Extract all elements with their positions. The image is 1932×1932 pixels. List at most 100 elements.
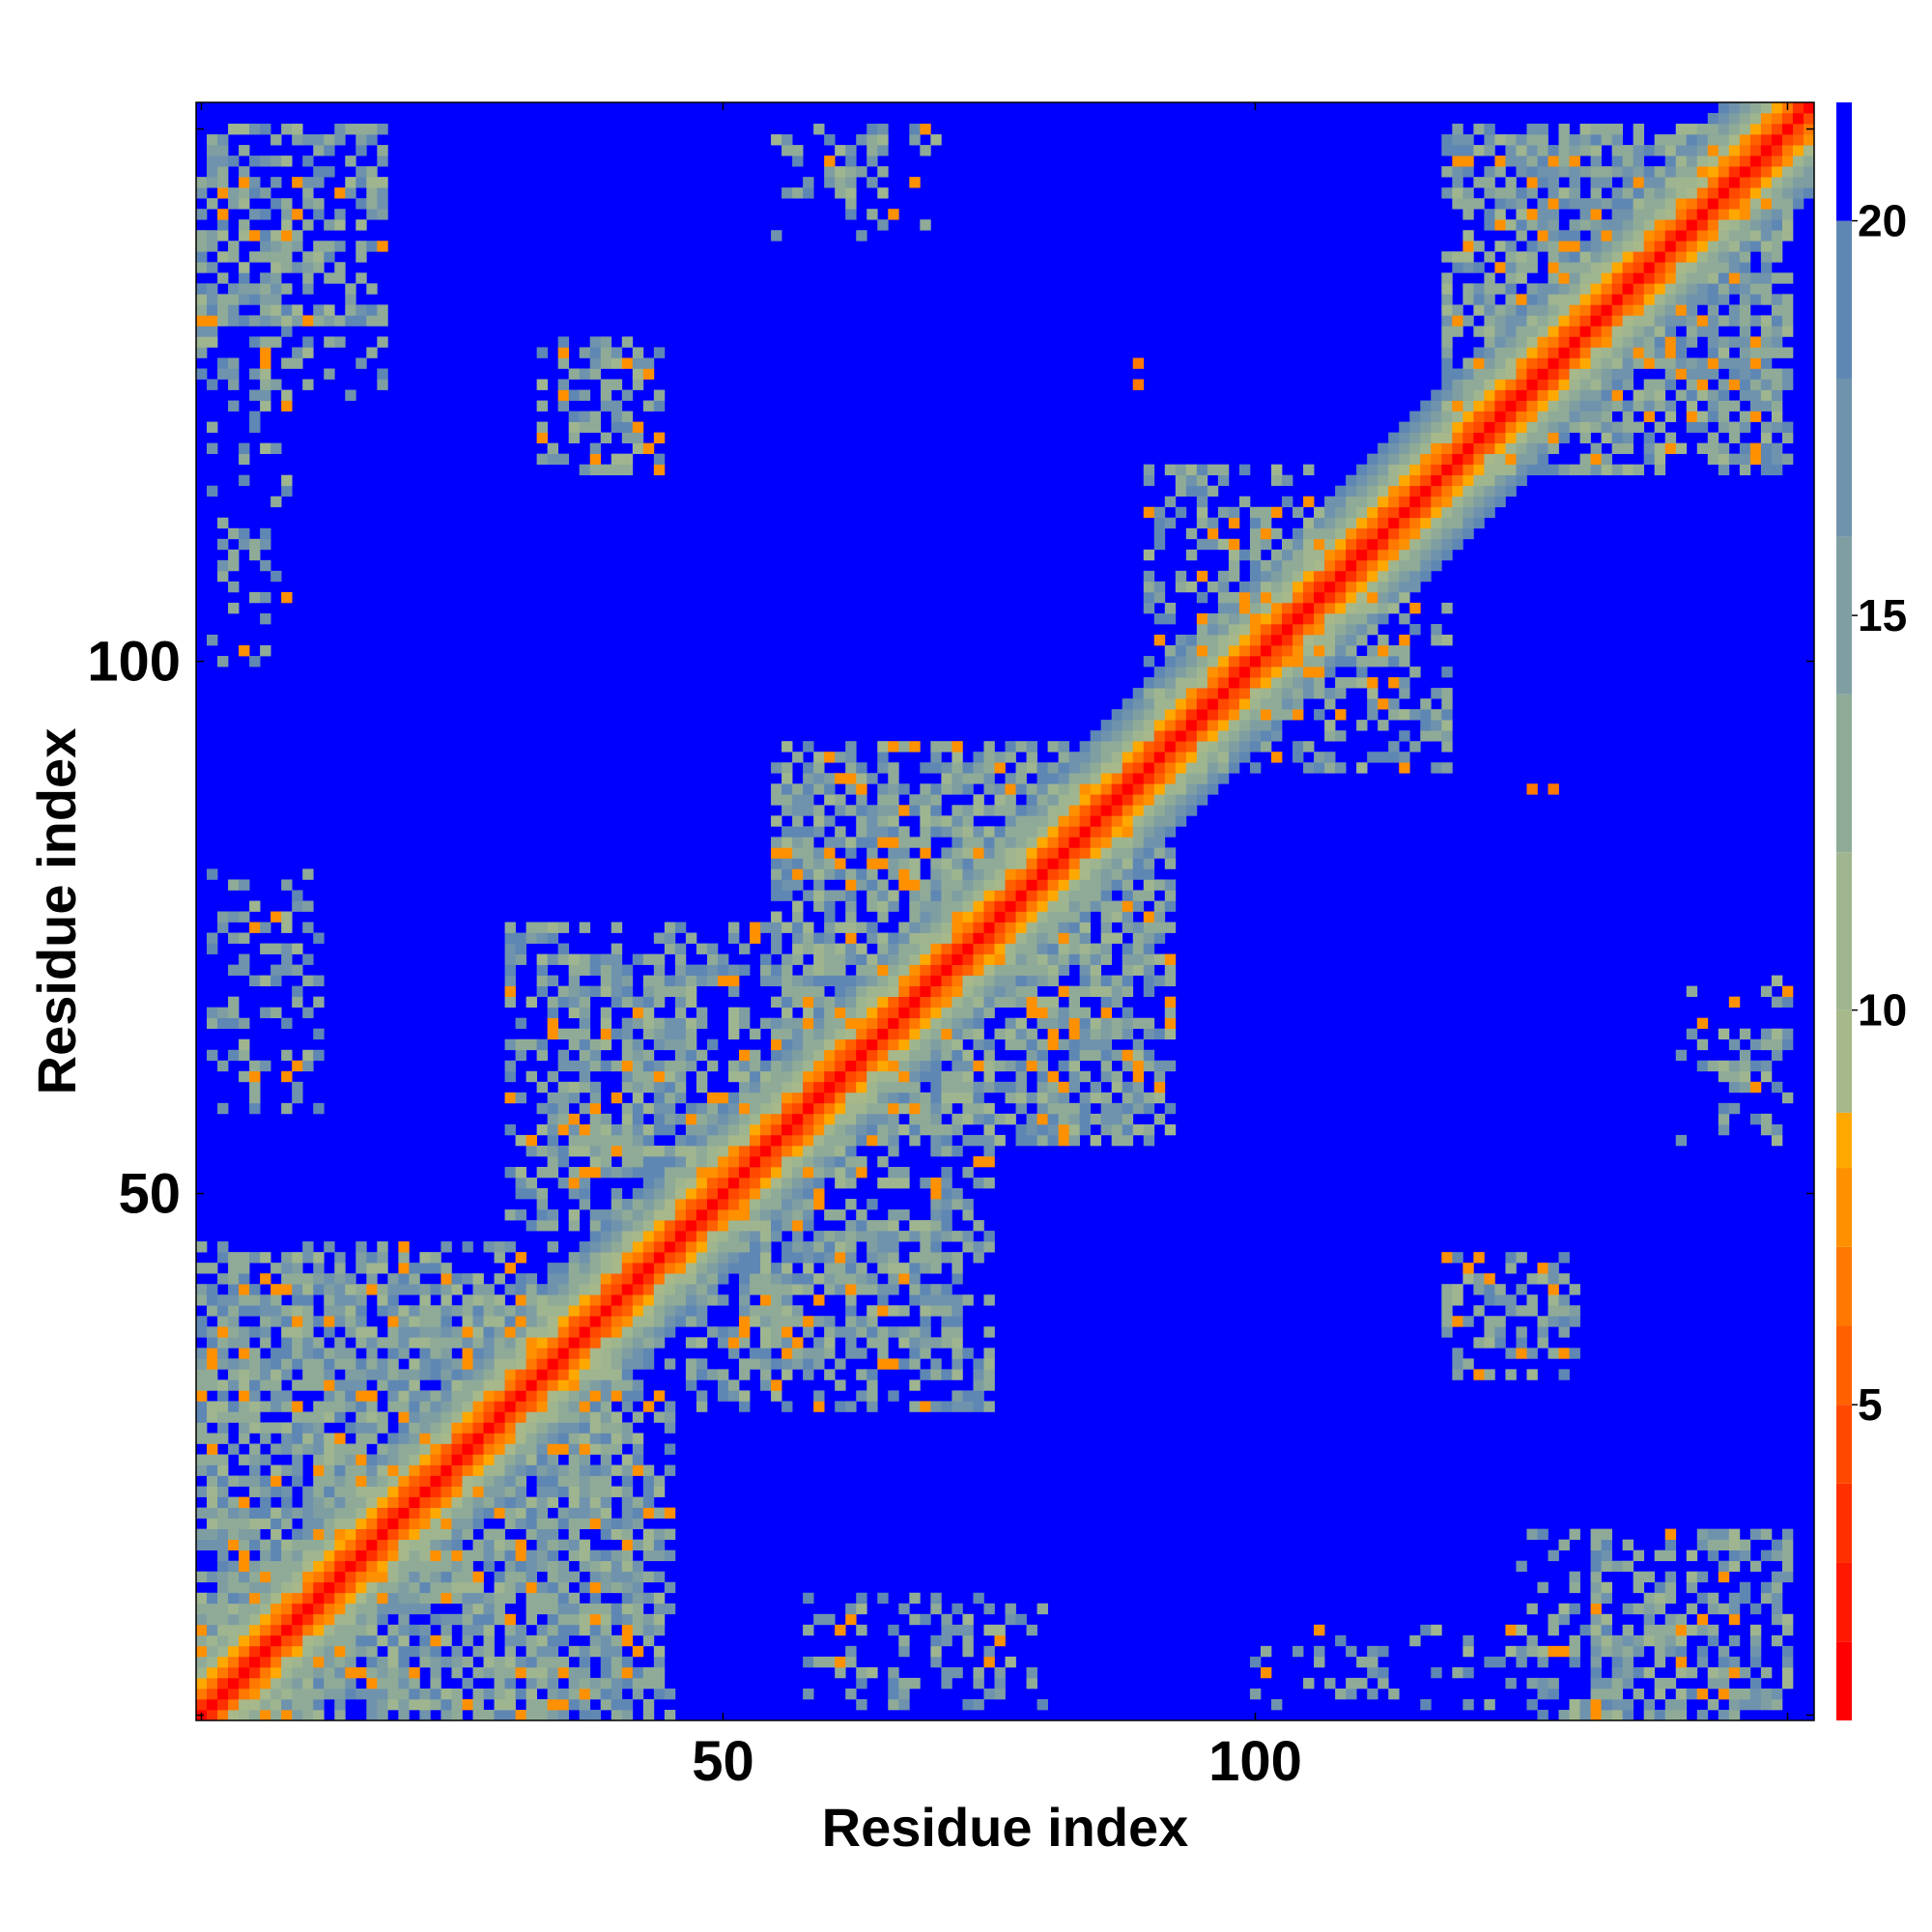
heatmap-cell xyxy=(557,1081,570,1094)
heatmap-cell xyxy=(1249,709,1262,721)
heatmap-cell xyxy=(824,953,836,965)
heatmap-cell xyxy=(1047,837,1059,848)
heatmap-cell xyxy=(727,1070,740,1083)
heatmap-cell xyxy=(377,1539,388,1551)
heatmap-cell xyxy=(515,1358,526,1370)
heatmap-cell xyxy=(867,1081,878,1094)
heatmap-cell xyxy=(196,1326,208,1338)
heatmap-cell xyxy=(313,1634,325,1647)
heatmap-cell xyxy=(792,1155,804,1168)
heatmap-cell xyxy=(515,1549,526,1562)
heatmap-cell xyxy=(334,272,346,284)
heatmap-cell xyxy=(536,400,548,412)
heatmap-cell xyxy=(1047,1070,1059,1083)
heatmap-cell xyxy=(803,1369,814,1380)
heatmap-cell xyxy=(260,368,271,380)
heatmap-cell xyxy=(207,262,218,273)
heatmap-cell xyxy=(589,1092,602,1104)
heatmap-cell xyxy=(526,1070,537,1083)
heatmap-cell xyxy=(207,421,218,433)
heatmap-cell xyxy=(867,1113,878,1125)
heatmap-cell xyxy=(973,1177,984,1189)
heatmap-cell xyxy=(1132,868,1145,880)
heatmap-cell xyxy=(324,304,335,316)
heatmap-cell xyxy=(1122,1092,1134,1104)
heatmap-cell xyxy=(674,1113,687,1125)
heatmap-cell xyxy=(1143,879,1155,891)
heatmap-cell xyxy=(750,1060,761,1072)
heatmap-cell xyxy=(1132,783,1145,795)
heatmap-cell xyxy=(302,975,314,986)
heatmap-cell xyxy=(504,1070,516,1083)
heatmap-cell xyxy=(207,315,218,327)
heatmap-cell xyxy=(621,1231,634,1242)
heatmap-cell xyxy=(994,1060,1006,1072)
heatmap-cell xyxy=(930,1134,942,1147)
heatmap-cell xyxy=(973,1369,984,1380)
heatmap-cell xyxy=(366,1709,378,1721)
heatmap-cell xyxy=(1207,752,1219,763)
heatmap-cell xyxy=(727,985,740,998)
heatmap-cell xyxy=(845,1316,857,1327)
heatmap-cell xyxy=(366,1496,378,1508)
heatmap-cell xyxy=(281,283,293,295)
heatmap-cell xyxy=(1005,1656,1016,1668)
heatmap-cell xyxy=(824,134,836,146)
heatmap-cell xyxy=(973,1677,984,1690)
heatmap-cell xyxy=(515,1422,526,1434)
heatmap-cell xyxy=(494,1581,505,1594)
heatmap-cell xyxy=(281,198,293,210)
heatmap-cell xyxy=(536,421,548,433)
heatmap-cell xyxy=(419,1433,431,1444)
heatmap-cell xyxy=(387,1316,399,1327)
heatmap-cell xyxy=(281,1507,293,1519)
heatmap-cell xyxy=(824,858,836,869)
heatmap-cell xyxy=(1367,559,1378,572)
heatmap-cell xyxy=(270,1634,282,1647)
heatmap-cell xyxy=(930,953,942,965)
heatmap-cell xyxy=(1324,538,1336,551)
heatmap-cell xyxy=(1185,549,1198,561)
heatmap-cell xyxy=(398,1401,410,1412)
heatmap-cell xyxy=(813,900,825,912)
heatmap-cell xyxy=(824,1092,836,1104)
heatmap-cell xyxy=(1185,730,1198,742)
heatmap-cell xyxy=(313,1422,325,1434)
heatmap-cell xyxy=(941,1038,952,1051)
heatmap-cell xyxy=(1005,1613,1016,1626)
heatmap-cell xyxy=(600,1581,612,1594)
heatmap-cell xyxy=(898,1166,910,1179)
heatmap-cell xyxy=(1303,741,1315,753)
heatmap-cell xyxy=(249,1634,261,1647)
heatmap-cell xyxy=(313,1464,325,1476)
heatmap-cell xyxy=(600,1028,612,1040)
heatmap-cell xyxy=(600,379,612,390)
heatmap-cell xyxy=(1015,932,1027,944)
heatmap-cell xyxy=(781,953,793,965)
heatmap-cell xyxy=(1015,975,1027,986)
heatmap-cell xyxy=(803,868,814,880)
heatmap-cell xyxy=(1132,837,1145,848)
heatmap-cell xyxy=(324,1475,335,1487)
heatmap-cell xyxy=(589,1155,602,1168)
heatmap-cell xyxy=(579,1199,591,1210)
heatmap-cell xyxy=(813,1134,825,1147)
heatmap-cell xyxy=(632,1102,644,1115)
heatmap-cell xyxy=(845,1348,857,1359)
heatmap-cell xyxy=(941,964,952,976)
heatmap-cell xyxy=(504,1263,516,1274)
heatmap-cell xyxy=(345,1486,356,1497)
heatmap-cell xyxy=(1228,506,1240,519)
heatmap-cell xyxy=(824,975,836,986)
heatmap-cell xyxy=(611,1263,623,1274)
heatmap-cell xyxy=(377,1358,388,1370)
heatmap-cell xyxy=(1164,730,1177,742)
heatmap-cell xyxy=(228,1049,240,1062)
heatmap-cell xyxy=(260,1656,271,1668)
heatmap-cell xyxy=(249,1624,261,1636)
heatmap-cell xyxy=(366,1454,378,1465)
heatmap-cell xyxy=(1409,741,1421,753)
heatmap-cell xyxy=(750,1358,761,1370)
heatmap-cell xyxy=(1153,1070,1166,1083)
heatmap-cell xyxy=(621,1422,634,1434)
